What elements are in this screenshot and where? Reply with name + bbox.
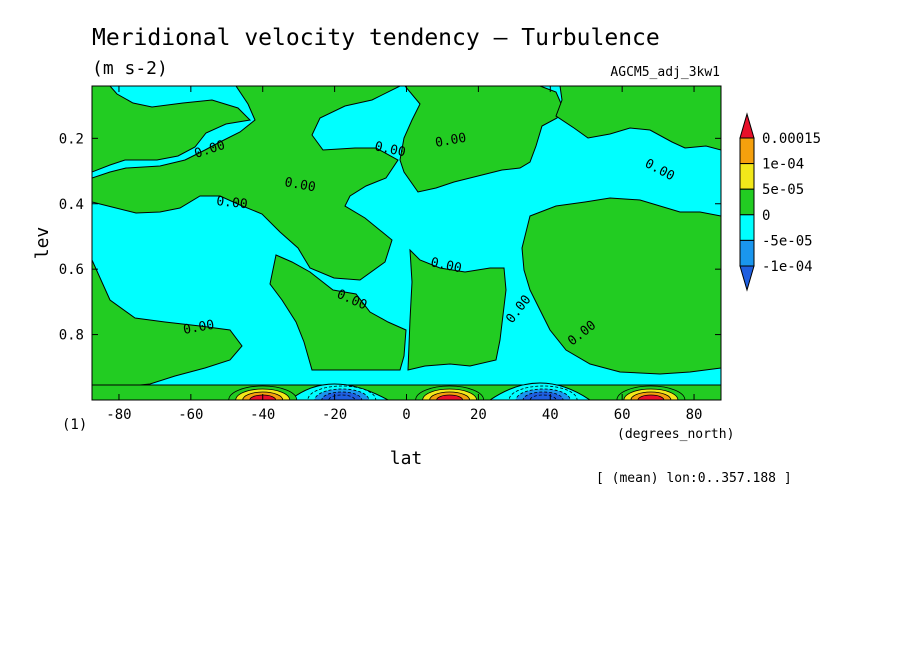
colorbar-label: 5e-05 <box>762 182 804 198</box>
colorbar: 0.00015 1e-04 5e-05 0 -5e-05 -1e-04 <box>739 112 821 292</box>
colorbar-swatch <box>739 239 755 267</box>
colorbar-label: -1e-04 <box>762 259 813 275</box>
region-eq-lower <box>407 248 507 371</box>
colorbar-label: 0.00015 <box>762 131 821 147</box>
colorbar-swatch <box>739 163 755 190</box>
region-nh-top <box>92 86 252 173</box>
y-scale-note: (1) <box>62 417 87 433</box>
chart-title: Meridional velocity tendency — Turbulenc… <box>92 25 660 51</box>
plot-area <box>92 86 721 400</box>
extremum-ring <box>529 394 557 400</box>
region-nh-right <box>555 86 721 151</box>
contour-label: 0.00 <box>182 318 215 338</box>
x-tick-label: -40 <box>250 407 275 423</box>
colorbar-swatch <box>739 137 755 165</box>
y-axis-label: lev <box>32 227 53 260</box>
dataset-label: AGCM5_adj_3kw1 <box>610 65 720 80</box>
y-tick-label: 0.2 <box>59 131 84 147</box>
extremum-ring <box>637 394 665 400</box>
x-tick-label: 40 <box>542 407 559 423</box>
x-units: (degrees_north) <box>617 427 734 442</box>
extremum-ring <box>328 394 356 400</box>
x-axis-label: lat <box>390 448 423 469</box>
contour-label: 0.00 <box>216 194 249 212</box>
extremum-ring <box>436 394 464 400</box>
y-tick-label: 0.8 <box>59 328 84 344</box>
x-tick-label: 80 <box>686 407 703 423</box>
colorbar-label: 0 <box>762 208 770 224</box>
contour-label: 0.00 <box>429 255 463 276</box>
x-axis-ticks: -80 -60 -40 -20 0 20 40 60 80 <box>106 86 702 423</box>
colorbar-label: -5e-05 <box>762 233 813 249</box>
footnote: [ (mean) lon:0..357.188 ] <box>596 471 792 486</box>
y-tick-label: 0.6 <box>59 262 84 278</box>
colorbar-label: 1e-04 <box>762 157 804 173</box>
x-tick-label: -60 <box>178 407 203 423</box>
contour-label: 0.00 <box>373 139 407 160</box>
contour-label: 0.00 <box>434 131 467 151</box>
y-axis-ticks: 0.2 0.4 0.6 0.8 <box>59 131 721 344</box>
x-tick-label: 60 <box>614 407 631 423</box>
region-nh-lower <box>521 197 721 375</box>
colorbar-arrow-bottom <box>739 265 755 292</box>
colorbar-arrow-top <box>739 112 755 139</box>
chart-units: (m s-2) <box>92 58 168 79</box>
x-tick-label: -20 <box>322 407 347 423</box>
x-tick-label: 0 <box>402 407 410 423</box>
colorbar-swatch <box>739 188 755 216</box>
y-tick-label: 0.4 <box>59 197 84 213</box>
region-mid-south <box>269 254 407 371</box>
region-tropics-upper <box>92 86 401 281</box>
x-tick-label: 20 <box>470 407 487 423</box>
surface-extrema <box>228 385 686 400</box>
colorbar-swatch <box>739 214 755 241</box>
contour-label: 0.00 <box>283 175 316 195</box>
x-tick-label: -80 <box>106 407 131 423</box>
